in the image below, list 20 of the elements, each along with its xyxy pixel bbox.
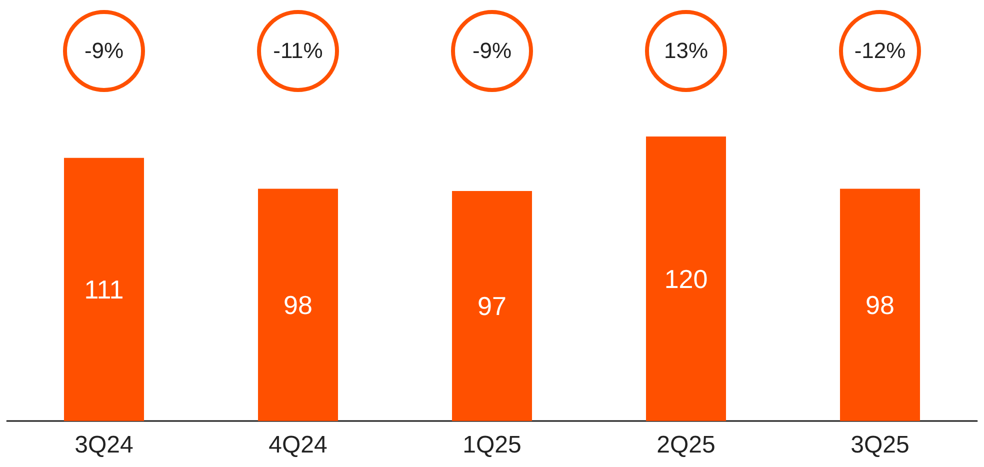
bar — [840, 188, 920, 421]
data-label: 98 — [866, 290, 894, 320]
x-tick-label: 3Q24 — [74, 432, 134, 458]
data-label: 97 — [478, 291, 506, 322]
data-label: 111 — [84, 274, 124, 304]
bar — [646, 136, 726, 421]
bar — [64, 158, 144, 421]
text: -9% — [472, 38, 512, 64]
bar — [258, 188, 338, 421]
x-tick-label: 2Q25 — [656, 432, 716, 458]
bar — [452, 191, 532, 421]
x-tick-label: 1Q25 — [462, 432, 522, 458]
text: -12% — [854, 38, 906, 64]
text: -11% — [273, 38, 323, 64]
x-tick-label: 3Q25 — [850, 432, 910, 458]
text: 13% — [664, 38, 708, 64]
text: -9% — [84, 38, 124, 64]
data-label: 120 — [664, 264, 708, 294]
x-tick-label: 4Q24 — [268, 432, 328, 458]
data-label: 98 — [284, 290, 312, 320]
